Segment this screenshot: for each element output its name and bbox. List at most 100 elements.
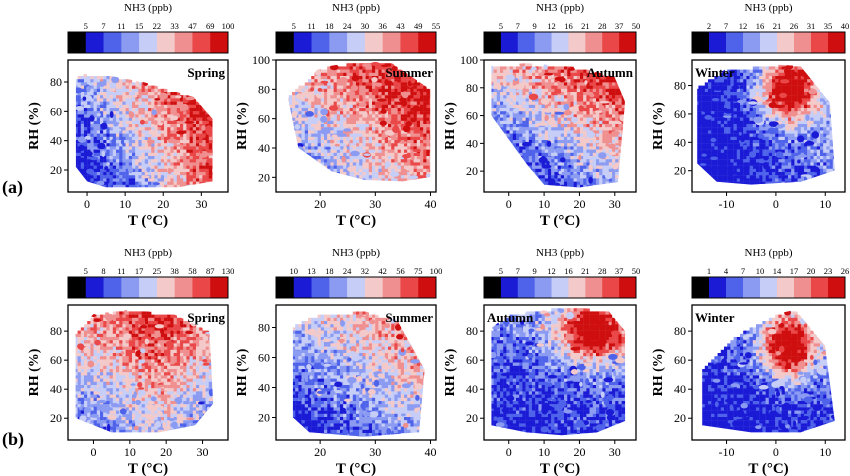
heatmap-cell bbox=[365, 181, 369, 182]
heatmap-blob bbox=[358, 102, 367, 108]
heatmap-cell bbox=[509, 111, 513, 115]
heatmap-cell bbox=[205, 149, 209, 153]
heatmap-cell bbox=[304, 140, 309, 144]
heatmap-cell bbox=[119, 133, 123, 137]
heatmap-cell bbox=[186, 140, 190, 144]
heatmap-cell bbox=[698, 108, 702, 112]
heatmap-cell bbox=[388, 140, 392, 144]
heatmap-cell bbox=[592, 127, 597, 131]
heatmap-cell bbox=[122, 149, 126, 153]
heatmap-cell bbox=[583, 95, 587, 99]
heatmap-cell bbox=[602, 111, 606, 115]
heatmap-cell bbox=[410, 130, 414, 134]
heatmap-cell bbox=[343, 69, 347, 73]
heatmap-cell bbox=[349, 140, 353, 144]
heatmap-cell bbox=[500, 82, 504, 86]
heatmap-cell bbox=[404, 88, 408, 93]
heatmap-blob bbox=[170, 115, 179, 121]
heatmap-cell bbox=[343, 108, 347, 112]
heatmap-cell bbox=[420, 114, 424, 118]
heatmap-cell bbox=[596, 178, 600, 182]
heatmap-cell bbox=[317, 136, 321, 141]
heatmap-cell bbox=[525, 95, 529, 99]
heatmap-cell bbox=[138, 165, 142, 169]
heatmap-cell bbox=[407, 146, 411, 150]
heatmap-cell bbox=[500, 133, 504, 137]
heatmap-cell bbox=[541, 76, 545, 80]
heatmap-cell bbox=[208, 146, 213, 150]
heatmap-cell bbox=[100, 101, 104, 105]
heatmap-cell bbox=[372, 111, 376, 115]
heatmap-cell bbox=[426, 162, 430, 166]
heatmap-cell bbox=[589, 72, 593, 77]
heatmap-cell bbox=[423, 85, 427, 89]
heatmap-cell bbox=[132, 101, 136, 105]
heatmap-cell bbox=[365, 88, 369, 93]
heatmap-cell bbox=[292, 140, 296, 144]
heatmap-cell bbox=[352, 120, 357, 125]
heatmap-cell bbox=[96, 165, 101, 169]
heatmap-cell bbox=[317, 133, 321, 137]
heatmap-cell bbox=[496, 114, 501, 118]
heatmap-cell bbox=[698, 101, 702, 105]
heatmap-cell bbox=[324, 152, 328, 157]
heatmap-cell bbox=[154, 114, 158, 118]
heatmap-blob bbox=[560, 157, 566, 163]
heatmap-cell bbox=[551, 136, 555, 141]
heatmap-cell bbox=[93, 136, 97, 141]
heatmap-cell bbox=[612, 175, 616, 179]
heatmap-cell bbox=[532, 168, 536, 173]
heatmap-cell bbox=[701, 124, 705, 128]
heatmap-cell bbox=[132, 159, 136, 163]
heatmap-cell bbox=[205, 156, 209, 160]
heatmap-cell bbox=[394, 101, 398, 105]
heatmap-cell bbox=[583, 149, 587, 153]
heatmap-blob bbox=[86, 85, 91, 93]
heatmap-cell bbox=[314, 143, 318, 147]
heatmap-cell bbox=[397, 114, 401, 118]
heatmap-cell bbox=[426, 114, 430, 118]
heatmap-cell bbox=[333, 136, 337, 141]
heatmap-cell bbox=[516, 92, 520, 96]
heatmap-cell bbox=[548, 98, 552, 102]
heatmap-cell bbox=[292, 136, 296, 141]
heatmap-cell bbox=[170, 172, 174, 176]
heatmap-cell bbox=[87, 162, 91, 166]
heatmap-cell bbox=[125, 98, 129, 102]
heatmap-cell bbox=[605, 178, 609, 182]
heatmap-cell bbox=[493, 114, 497, 118]
heatmap-blob bbox=[350, 133, 360, 138]
heatmap-cell bbox=[589, 159, 593, 163]
heatmap-cell bbox=[426, 101, 430, 105]
heatmap-cell bbox=[525, 104, 529, 109]
heatmap-blob bbox=[317, 88, 323, 92]
heatmap-cell bbox=[541, 79, 545, 83]
heatmap-cell bbox=[176, 127, 181, 131]
heatmap-cell bbox=[580, 184, 584, 188]
heatmap-cell bbox=[420, 168, 424, 173]
heatmap-cell bbox=[564, 88, 568, 93]
heatmap-cell bbox=[327, 140, 331, 144]
heatmap-cell bbox=[583, 162, 587, 166]
heatmap-cell bbox=[608, 85, 613, 89]
colorbar-swatch bbox=[400, 32, 419, 53]
heatmap-cell bbox=[298, 101, 302, 105]
heatmap-cell bbox=[103, 130, 107, 134]
heatmap-cell bbox=[346, 72, 350, 77]
heatmap-cell bbox=[205, 133, 209, 137]
heatmap-cell bbox=[112, 120, 117, 125]
heatmap-cell bbox=[576, 85, 581, 89]
heatmap-cell bbox=[596, 168, 600, 173]
heatmap-cell bbox=[173, 178, 177, 182]
heatmap-cell bbox=[80, 104, 85, 109]
heatmap-cell bbox=[429, 165, 431, 169]
heatmap-blob bbox=[491, 73, 496, 80]
heatmap-cell bbox=[381, 168, 385, 173]
heatmap-cell bbox=[346, 149, 350, 153]
heatmap-cell bbox=[512, 149, 517, 153]
heatmap-cell bbox=[330, 82, 334, 86]
heatmap-cell bbox=[144, 104, 149, 109]
heatmap-field bbox=[491, 62, 626, 188]
heatmap-cell bbox=[554, 175, 558, 179]
heatmap-cell bbox=[320, 146, 325, 150]
